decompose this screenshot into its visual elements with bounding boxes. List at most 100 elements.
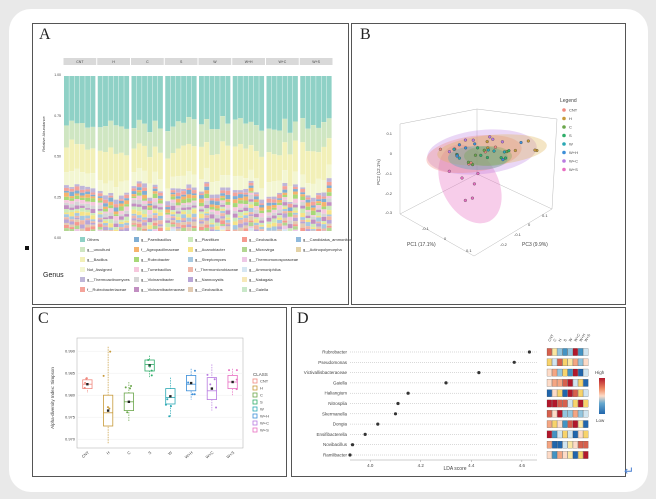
bar-segment [232, 119, 238, 147]
sample-point [485, 140, 489, 144]
bar-segment [181, 189, 187, 192]
bar-segment [74, 195, 80, 200]
sample-point [476, 171, 480, 176]
y-tick: 0.00 [54, 236, 61, 240]
legend-swatch [80, 276, 85, 282]
x-tick: S [147, 450, 153, 456]
bar-segment [232, 196, 238, 200]
bar-segment [199, 218, 204, 220]
y-tick: 0.975 [65, 415, 76, 420]
heatmap-cell [572, 410, 578, 418]
heatmap-cell [552, 410, 558, 418]
legend-label: g__Geobacillus [195, 286, 223, 292]
heatmap-cell [572, 451, 578, 459]
ellipse-w-s [438, 144, 502, 224]
bar-segment [108, 147, 114, 181]
genus-legend-item: g__Planifilum [188, 235, 219, 243]
bar-segment [108, 216, 114, 219]
sample-point [193, 393, 196, 396]
bar-segment [147, 183, 153, 198]
bar-segment [232, 199, 238, 204]
bar-segment [97, 224, 103, 227]
bar-segment [191, 205, 197, 208]
heatmap-cell [552, 420, 558, 428]
bar-segment [136, 192, 142, 196]
bar-segment [326, 185, 332, 189]
legend-swatch [252, 385, 258, 391]
bar-segment [118, 229, 124, 231]
bar-segment [321, 228, 327, 231]
bar-segment [157, 198, 163, 201]
bar-segment [142, 204, 147, 206]
bar-segment [238, 197, 243, 201]
bar-segment [64, 217, 69, 220]
z-tick: 0 [528, 222, 531, 227]
bar-segment [209, 76, 215, 130]
y-tick: 0.1 [386, 131, 392, 136]
heatmap-cell [562, 358, 568, 367]
bar-segment [186, 227, 192, 231]
legend-label: W+S [569, 167, 578, 172]
bar-segment [204, 142, 210, 168]
y-axis-label: Relative Abundance [41, 115, 46, 151]
bar-segment [147, 203, 153, 206]
bar-segment [305, 226, 311, 230]
bar-segment [225, 194, 231, 200]
bar-segment [113, 214, 119, 217]
bar-segment [97, 193, 103, 197]
bar-segment [147, 76, 153, 133]
bar-segment [170, 222, 176, 225]
bar-segment [90, 209, 96, 214]
bar-segment [214, 210, 220, 215]
bar-segment [181, 122, 187, 146]
bar-segment [175, 198, 181, 203]
bar-segment [124, 225, 130, 229]
bar-segment [232, 213, 238, 218]
bar-segment [103, 217, 108, 220]
bar-segment [69, 139, 75, 172]
bar-segment [136, 190, 142, 193]
genus-label: Pseudomonas [318, 360, 348, 365]
bar-segment [142, 228, 147, 231]
bar-segment [225, 199, 231, 202]
heatmap-cell [552, 358, 558, 367]
heatmap-cell [583, 410, 589, 418]
bar-segment [118, 195, 124, 200]
legend-swatch [296, 246, 301, 252]
bar-segment [170, 192, 176, 195]
legend-swatch [188, 276, 193, 282]
bar-segment [108, 218, 114, 224]
bar-segment [225, 229, 231, 231]
bar-segment [220, 206, 226, 209]
bar-segment [292, 76, 298, 122]
group-header [266, 58, 299, 65]
bar-segment [238, 209, 243, 212]
bar-segment [170, 211, 176, 215]
heatmap-cell [567, 399, 573, 408]
bar-segment [214, 154, 220, 182]
sample-point [476, 146, 480, 150]
bar-segment [321, 198, 327, 203]
bar-segment [74, 219, 80, 223]
sample-point [471, 163, 475, 167]
bar-segment [97, 222, 103, 225]
bar-segment [131, 224, 137, 227]
bar-segment [326, 138, 332, 165]
bar-segment [175, 217, 181, 220]
bar-segment [277, 130, 282, 156]
bar-segment [181, 207, 187, 210]
bar-segment [103, 206, 108, 210]
bar-segment [85, 201, 91, 204]
bar-segment [152, 193, 158, 199]
bar-segment [170, 228, 176, 231]
y-tick: 1.00 [54, 73, 61, 77]
bar-segment [292, 204, 298, 208]
bar-segment [300, 212, 306, 218]
bar-segment [282, 207, 288, 209]
bar-segment [186, 204, 192, 208]
bar-segment [204, 227, 210, 231]
bar-segment [287, 216, 293, 221]
bar-segment [300, 187, 306, 190]
legend-swatch [562, 142, 566, 146]
bar-segment [147, 201, 153, 204]
